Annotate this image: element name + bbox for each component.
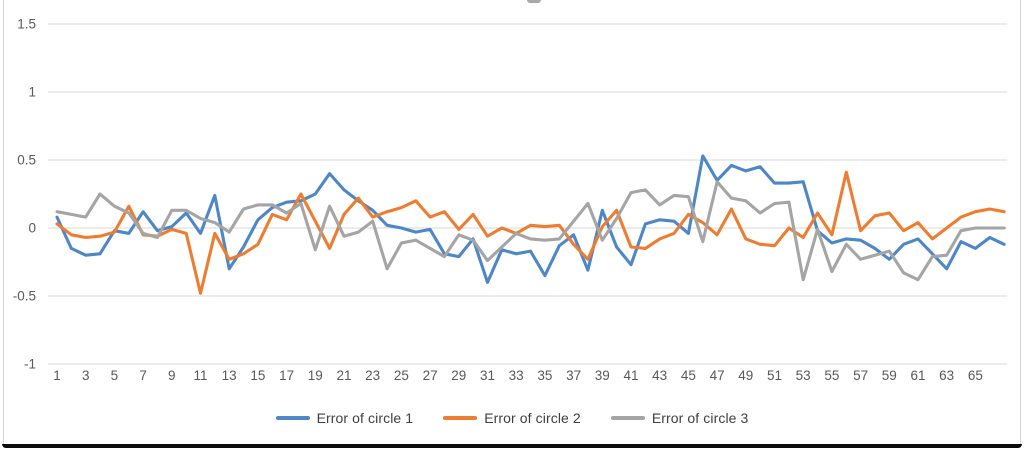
legend-swatch-series-3-icon bbox=[610, 416, 645, 420]
y-axis-tick-label: -1 bbox=[24, 357, 36, 372]
x-axis-tick-label: 59 bbox=[882, 368, 897, 383]
x-axis-tick-label: 57 bbox=[853, 368, 868, 383]
y-axis-tick-label: -0.5 bbox=[13, 289, 36, 304]
y-axis-tick-label: 1 bbox=[28, 85, 36, 100]
x-axis-tick-label: 29 bbox=[451, 368, 466, 383]
window-border-right bbox=[1020, 0, 1021, 445]
series-line-error-of-circle-3 bbox=[55, 180, 1006, 282]
x-axis-tick-label: 65 bbox=[968, 368, 983, 383]
series-line-error-of-circle-2 bbox=[55, 170, 1006, 295]
x-axis-tick-label: 23 bbox=[365, 368, 380, 383]
legend-swatch-series-1-icon bbox=[275, 416, 310, 420]
legend-label: Error of circle 1 bbox=[316, 410, 414, 426]
x-axis-tick-label: 15 bbox=[250, 368, 265, 383]
cropped-title-fragment bbox=[527, 0, 541, 3]
x-axis-tick-label: 33 bbox=[509, 368, 524, 383]
x-axis-tick-label: 11 bbox=[193, 368, 207, 383]
x-axis-tick-label: 55 bbox=[824, 368, 839, 383]
legend-label: Error of circle 2 bbox=[484, 410, 581, 426]
x-axis-tick-label: 27 bbox=[423, 368, 438, 383]
series-line-error-of-circle-1 bbox=[55, 154, 1006, 284]
legend-label: Error of circle 3 bbox=[651, 410, 749, 426]
x-axis-tick-label: 51 bbox=[767, 368, 782, 383]
window-border-left bbox=[3, 0, 4, 445]
y-axis-tick-label: 0 bbox=[28, 221, 36, 236]
legend-item-error-circle-2[interactable]: Error of circle 2 bbox=[443, 410, 581, 426]
x-axis-tick-label: 5 bbox=[111, 368, 119, 383]
x-axis-tick-label: 19 bbox=[308, 368, 323, 383]
chart-legend: Error of circle 1 Error of circle 2 Erro… bbox=[0, 406, 1024, 430]
window-bottom-edge bbox=[2, 444, 1022, 448]
x-axis-tick-label: 3 bbox=[82, 368, 90, 383]
x-axis-tick-label: 43 bbox=[652, 368, 667, 383]
x-axis-tick-label: 21 bbox=[336, 368, 351, 383]
legend-item-error-circle-1[interactable]: Error of circle 1 bbox=[275, 410, 414, 426]
x-axis-tick-label: 13 bbox=[222, 368, 237, 383]
x-axis-tick-label: 1 bbox=[53, 368, 61, 383]
legend-item-error-circle-3[interactable]: Error of circle 3 bbox=[610, 410, 749, 426]
x-axis-tick-label: 39 bbox=[595, 368, 610, 383]
x-axis-tick-label: 61 bbox=[910, 368, 925, 383]
y-axis-tick-label: 0.5 bbox=[17, 153, 36, 168]
y-axis-tick-label: 1.5 bbox=[17, 17, 36, 32]
x-axis-tick-label: 35 bbox=[537, 368, 552, 383]
x-axis-tick-label: 49 bbox=[738, 368, 753, 383]
x-axis-tick-label: 9 bbox=[168, 368, 176, 383]
x-axis-tick-label: 53 bbox=[796, 368, 811, 383]
x-axis-tick-label: 47 bbox=[710, 368, 725, 383]
x-axis-tick-label: 31 bbox=[480, 368, 495, 383]
legend-swatch-series-2-icon bbox=[443, 416, 478, 420]
x-axis-tick-label: 63 bbox=[939, 368, 954, 383]
x-axis-tick-label: 25 bbox=[394, 368, 409, 383]
x-axis-tick-label: 45 bbox=[681, 368, 696, 383]
x-axis-tick-label: 41 bbox=[623, 368, 638, 383]
x-axis-tick-label: 17 bbox=[279, 368, 294, 383]
x-axis-tick-label: 7 bbox=[139, 368, 147, 383]
x-axis-tick-label: 37 bbox=[566, 368, 581, 383]
